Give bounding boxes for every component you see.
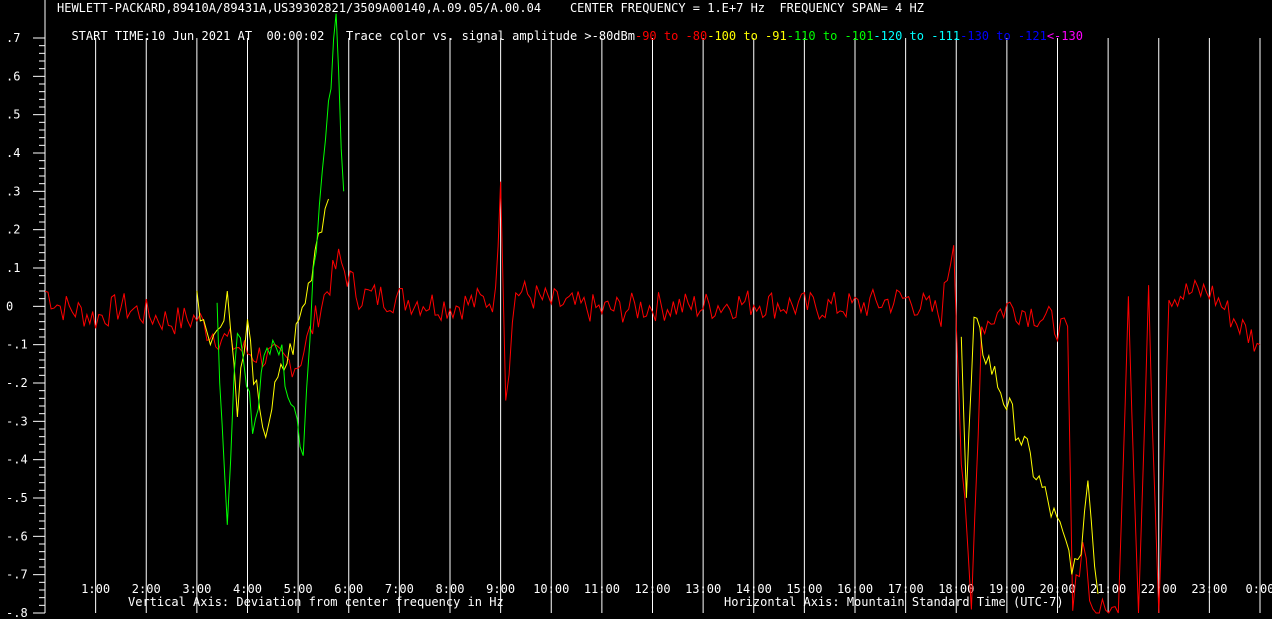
- y-tick-label: -.6: [6, 529, 28, 543]
- x-tick-label: 6:00: [334, 582, 363, 596]
- x-tick-label: 19:00: [989, 582, 1025, 596]
- y-tick-label: .1: [6, 261, 20, 275]
- x-tick-label: 22:00: [1141, 582, 1177, 596]
- y-tick-label: -.4: [6, 453, 28, 467]
- horizontal-axis-note: Horizontal Axis: Mountain Standard Time …: [724, 595, 1064, 609]
- y-tick-label: 0: [6, 299, 13, 313]
- y-tick-label: .2: [6, 223, 20, 237]
- y-tick-label: -.3: [6, 414, 28, 428]
- x-tick-label: 8:00: [436, 582, 465, 596]
- start-time-text: START TIME:10 Jun 2021 AT 00:00:02 Trace…: [71, 29, 635, 43]
- y-tick-label: -.5: [6, 491, 28, 505]
- y-tick-label: .3: [6, 184, 20, 198]
- y-tick-label: -.2: [6, 376, 28, 390]
- x-tick-label: 20:00: [1039, 582, 1075, 596]
- legend-entry: -110 to -101: [786, 29, 874, 43]
- x-tick-label: 7:00: [385, 582, 414, 596]
- amplitude-color-legend: -90 to -80-100 to -91-110 to -101-120 to…: [635, 29, 1083, 43]
- x-tick-label: 17:00: [888, 582, 924, 596]
- x-tick-label: 9:00: [486, 582, 515, 596]
- x-tick-label: 13:00: [685, 582, 721, 596]
- legend-entry: <-130: [1046, 29, 1083, 43]
- vertical-gridlines: [95, 38, 1261, 613]
- x-tick-label: 2:00: [132, 582, 161, 596]
- x-tick-label: 1:00: [81, 582, 110, 596]
- signal-traces: [44, 13, 1261, 614]
- x-tick-label: 10:00: [533, 582, 569, 596]
- x-tick-label: 0:00: [1246, 582, 1272, 596]
- x-tick-label: 3:00: [182, 582, 211, 596]
- y-tick-label: .4: [6, 146, 20, 160]
- y-tick-label: .5: [6, 108, 20, 122]
- signal-trace: [44, 181, 1261, 614]
- instrument-header: HEWLETT-PACKARD,89410A/89431A,US39302821…: [57, 1, 924, 15]
- y-tick-label: -.7: [6, 568, 28, 582]
- signal-trace: [216, 13, 345, 525]
- x-tick-label: 12:00: [634, 582, 670, 596]
- y-tick-label: -.8: [6, 606, 28, 619]
- legend-entry: -130 to -121: [960, 29, 1047, 43]
- x-tick-label: 18:00: [938, 582, 974, 596]
- x-tick-label: 21:00: [1090, 582, 1126, 596]
- signal-trace: [960, 316, 1099, 594]
- vertical-axis-note: Vertical Axis: Deviation from center fre…: [128, 595, 504, 609]
- start-time-line: START TIME:10 Jun 2021 AT 00:00:02 Trace…: [57, 15, 1083, 43]
- x-tick-label: 16:00: [837, 582, 873, 596]
- x-tick-label: 5:00: [284, 582, 313, 596]
- y-tick-label: -.1: [6, 338, 28, 352]
- legend-entry: -120 to -111: [873, 29, 961, 43]
- y-tick-label: .6: [6, 69, 20, 83]
- signal-trace: [196, 198, 329, 440]
- x-tick-label: 11:00: [584, 582, 620, 596]
- x-tick-label: 14:00: [736, 582, 772, 596]
- x-tick-label: 15:00: [786, 582, 822, 596]
- y-axis: .7 .6 .5 .4 .3 .2 .1 0 -.1 -.2 -.3 -.4 -.5 -.6 -.7 -.8: [6, 0, 46, 619]
- legend-entry: -90 to -80: [634, 29, 708, 43]
- y-tick-label: .7: [6, 31, 20, 45]
- x-tick-label: 23:00: [1191, 582, 1227, 596]
- x-axis: 1:00 2:00 3:00 4:00 5:00 6:00 7:00 8:00 9:00 10:0…: [81, 582, 1272, 596]
- x-tick-label: 4:00: [233, 582, 262, 596]
- legend-entry: -100 to -91: [707, 29, 787, 43]
